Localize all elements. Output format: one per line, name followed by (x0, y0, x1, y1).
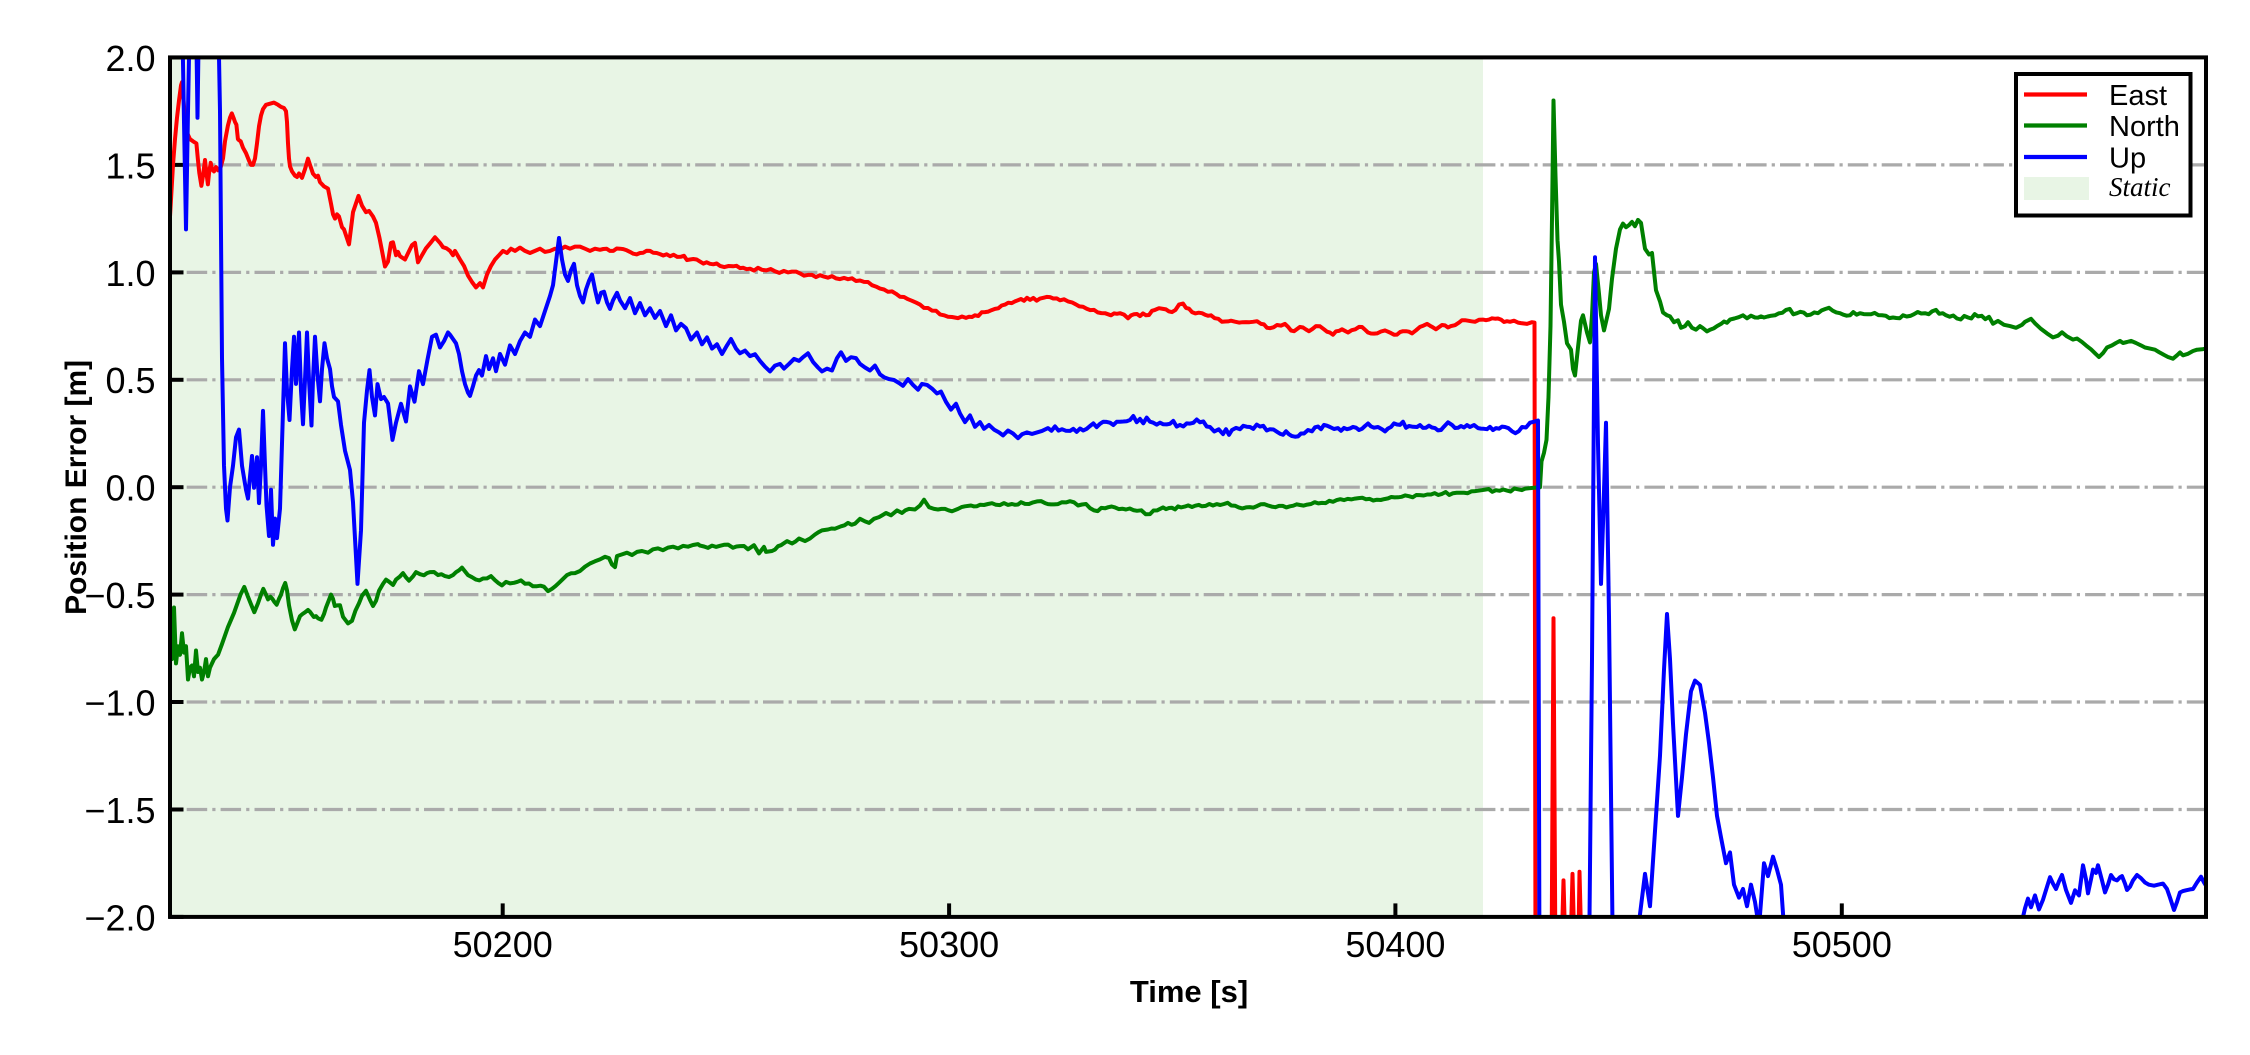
svg-text:0.5: 0.5 (105, 360, 155, 401)
svg-text:−1.0: −1.0 (84, 682, 155, 723)
svg-text:2.0: 2.0 (105, 38, 155, 79)
svg-text:Up: Up (2109, 142, 2146, 174)
svg-text:−2.0: −2.0 (84, 897, 155, 938)
svg-text:−1.5: −1.5 (84, 790, 155, 831)
svg-text:Static: Static (2109, 172, 2171, 202)
svg-text:East: East (2109, 80, 2167, 112)
svg-text:50400: 50400 (1345, 924, 1445, 965)
svg-text:North: North (2109, 111, 2180, 143)
svg-text:50300: 50300 (899, 924, 999, 965)
svg-text:50500: 50500 (1792, 924, 1892, 965)
svg-text:1.0: 1.0 (105, 253, 155, 294)
svg-text:50200: 50200 (453, 924, 553, 965)
svg-text:0.0: 0.0 (105, 468, 155, 509)
svg-text:1.5: 1.5 (105, 145, 155, 186)
svg-text:−0.5: −0.5 (84, 575, 155, 616)
svg-text:Position Error [m]: Position Error [m] (60, 360, 93, 615)
svg-text:Time [s]: Time [s] (1130, 974, 1248, 1009)
